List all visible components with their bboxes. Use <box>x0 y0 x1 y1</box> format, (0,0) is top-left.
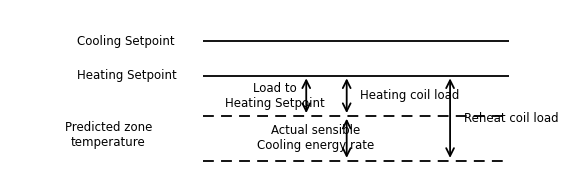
Text: Cooling Setpoint: Cooling Setpoint <box>77 35 175 48</box>
Text: Actual sensible
Cooling energy rate: Actual sensible Cooling energy rate <box>256 124 374 152</box>
Text: Predicted zone
temperature: Predicted zone temperature <box>65 121 152 149</box>
Text: Heating coil load: Heating coil load <box>360 89 459 102</box>
Text: Load to
Heating Setpoint: Load to Heating Setpoint <box>225 82 325 110</box>
Text: Reheat coil load: Reheat coil load <box>463 112 558 125</box>
Text: Heating Setpoint: Heating Setpoint <box>77 69 177 82</box>
